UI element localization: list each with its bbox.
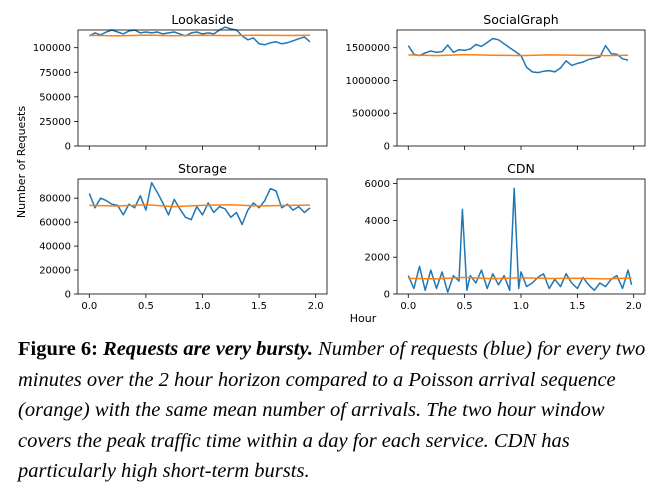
y-tick-label: 1500000 [345,43,390,54]
plot-frame [396,29,646,147]
plot-frame [396,178,646,295]
caption-body: Number of requests (blue) for every two … [18,338,646,482]
y-tick-label: 0 [65,142,71,153]
x-tick-label: 1.5 [569,301,585,312]
caption-label: Figure 6: [18,338,98,360]
y-tick-label: 20000 [39,266,71,277]
x-axis-label: Hour [350,312,377,325]
y-tick-label: 60000 [39,218,71,229]
subplot-cdn: CDN 0 2000 4000 6000 0.0 0.5 1.0 1.5 2.0 [365,161,646,312]
x-tick-label: 2.0 [626,301,642,312]
x-tick-label: 1.0 [195,301,211,312]
series-line-poisson [89,204,311,208]
subplot-lookaside: Lookaside 0 25000 50000 75000 100000 [33,12,328,153]
y-tick-label: 1000000 [345,76,390,87]
x-tick-label: 1.5 [251,301,267,312]
series-line-poisson [408,276,632,280]
y-tick-label: 500000 [352,109,390,120]
plot-frame [77,29,328,147]
series-line-observed [88,181,311,226]
figure-canvas: Lookaside 0 25000 50000 75000 100000 SocialGra… [15,12,646,325]
y-tick-label: 0 [384,142,390,153]
x-tick-label: 1.0 [513,301,529,312]
caption-headline: Requests are very bursty. [103,338,313,360]
subplot-title: Storage [178,161,227,176]
x-tick-label: 0.0 [400,301,416,312]
y-tick-label: 100000 [33,43,71,54]
subplot-title: SocialGraph [483,12,558,27]
series-line-observed [407,37,629,74]
y-axis-label: Number of Requests [15,106,28,218]
y-tick-label: 2000 [365,253,390,264]
subplot-title: CDN [507,161,535,176]
x-tick-label: 0.5 [138,301,154,312]
subplot-grid: Lookaside 0 25000 50000 75000 100000 SocialGra… [33,12,646,312]
subplot-storage: Storage 0 20000 40000 60000 80000 0.0 0.5 1.0 1.5… [39,161,328,312]
y-tick-label: 0 [384,290,390,301]
y-tick-label: 80000 [39,194,71,205]
series-line-observed [88,26,311,46]
series-line-poisson [408,53,629,57]
x-tick-label: 0.0 [81,301,97,312]
subplot-title: Lookaside [171,12,234,27]
y-tick-label: 25000 [39,117,71,128]
series-line-observed [407,187,633,293]
plot-frame [77,178,328,295]
x-tick-label: 2.0 [308,301,324,312]
y-tick-label: 40000 [39,242,71,253]
y-tick-label: 4000 [365,216,390,227]
x-tick-label: 0.5 [457,301,473,312]
subplot-socialgraph: SocialGraph 0 500000 1000000 1500000 [345,12,646,153]
y-tick-label: 75000 [39,68,71,79]
y-tick-label: 6000 [365,179,390,190]
series-line-poisson [89,34,311,37]
y-tick-label: 50000 [39,92,71,103]
y-tick-label: 0 [65,290,71,301]
figure-caption: Figure 6: Requests are very bursty. Numb… [18,334,648,487]
